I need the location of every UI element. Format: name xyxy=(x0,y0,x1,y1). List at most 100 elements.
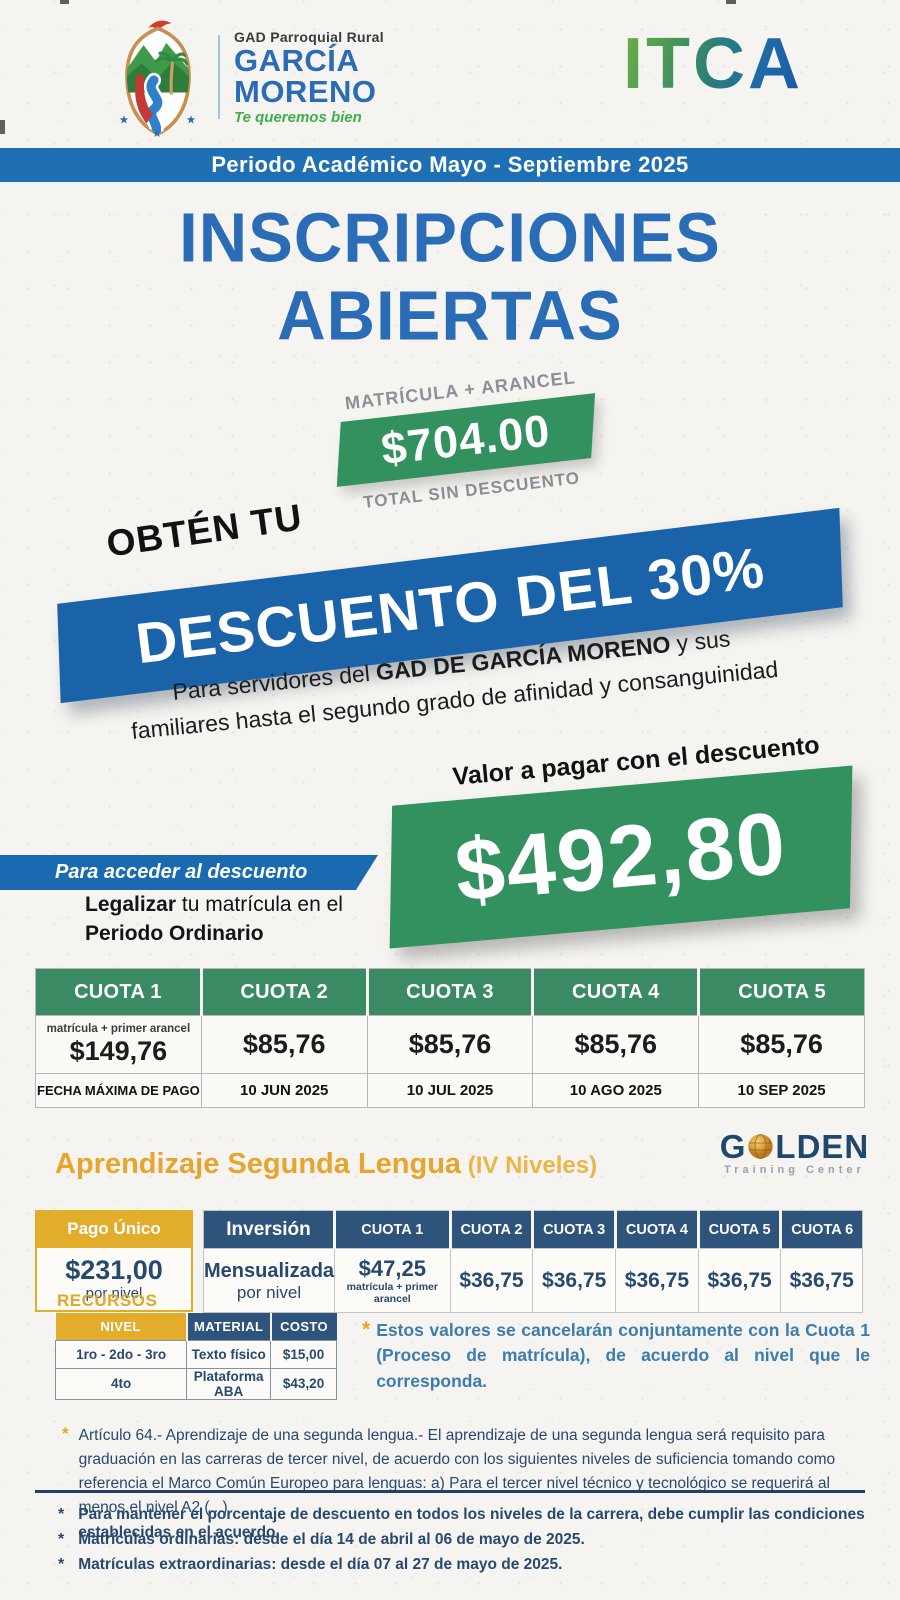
rec-cell: 4to xyxy=(54,1367,188,1400)
asterisk-mark: * xyxy=(58,1506,65,1523)
cuota-value-cell: $85,76 xyxy=(532,1015,700,1074)
due-date-cell: 10 JUL 2025 xyxy=(366,1073,534,1108)
inv-value-cell: $36,75 xyxy=(697,1248,782,1313)
asterisk-mark: * xyxy=(58,1531,65,1548)
resources-title: RECURSOS xyxy=(57,1291,158,1310)
article-footnote: * Artículo 64.- Aprendizaje de una segun… xyxy=(62,1424,872,1520)
inv-header-cell: CUOTA 2 xyxy=(448,1210,533,1249)
gad-name-1: GARCÍA xyxy=(234,42,360,78)
golden-g: G xyxy=(719,1128,747,1165)
footer-divider xyxy=(35,1490,865,1493)
gad-logo-text: GAD Parroquial Rural GARCÍA MORENO Te qu… xyxy=(234,29,384,126)
access-condition-line2: Periodo Ordinario xyxy=(85,922,264,945)
access-condition-line1: Legalizar tu matrícula en el xyxy=(85,893,343,916)
rec-header-cell: COSTO xyxy=(269,1313,337,1340)
footer-note: * Matrículas extraordinarias: desde el d… xyxy=(58,1556,563,1573)
gad-line1: GAD Parroquial Rural xyxy=(234,28,384,45)
resources-header-row: NIVEL MATERIAL COSTO xyxy=(55,1313,337,1340)
title-line-1: INSCRIPCIONES xyxy=(179,198,721,277)
language-installments-table: Inversión CUOTA 1 CUOTA 2 CUOTA 3 CUOTA … xyxy=(202,1210,863,1313)
inv-value-cell: $36,75 xyxy=(449,1248,534,1313)
gad-logo: ★ ★ ★ GAD Parroquial Rural GARCÍA MORENO… xyxy=(112,16,384,138)
second-language-title: Aprendizaje Segunda Lengua (IV Niveles) xyxy=(55,1148,598,1180)
language-header-row: Inversión CUOTA 1 CUOTA 2 CUOTA 3 CUOTA … xyxy=(203,1210,863,1249)
due-date-label: FECHA MÁXIMA DE PAGO xyxy=(35,1073,202,1108)
paper-speck xyxy=(0,120,5,134)
cuota-header-cell: CUOTA 3 xyxy=(365,968,533,1016)
cuota-value-cell: $85,76 xyxy=(698,1015,865,1074)
golden-rest: LDEN xyxy=(775,1128,870,1165)
asterisk-mark: * xyxy=(362,1318,371,1341)
inv-value-cell: $36,75 xyxy=(780,1248,863,1313)
inv-header-cell: CUOTA 5 xyxy=(696,1210,781,1249)
rec-cell: 1ro - 2do - 3ro xyxy=(54,1339,188,1369)
footer-note: * Matrículas ordinarias: desde el día 14… xyxy=(58,1531,585,1548)
itca-logo: ITCA xyxy=(598,28,828,100)
cuota-header-cell: CUOTA 2 xyxy=(199,968,368,1016)
asterisk-mark: * xyxy=(62,1424,69,1443)
due-date-cell: 10 AGO 2025 xyxy=(532,1073,700,1108)
resources-note: * Estos valores se cancelarán conjuntame… xyxy=(362,1318,870,1394)
full-price-amount: $704.00 xyxy=(378,404,554,475)
discounted-price-badge: $492,80 xyxy=(389,765,853,949)
logo-divider xyxy=(218,35,220,119)
inv-header-cell: CUOTA 4 xyxy=(614,1210,699,1249)
golden-subtitle: Training Center xyxy=(724,1164,865,1176)
cuota-value-cell: $85,76 xyxy=(366,1015,534,1074)
due-date-cell: 10 SEP 2025 xyxy=(698,1073,865,1108)
svg-text:★: ★ xyxy=(119,115,129,127)
inv-header-cell: Inversión xyxy=(203,1210,335,1249)
inv-header-cell: CUOTA 3 xyxy=(531,1210,616,1249)
single-payment-header: Pago Único xyxy=(35,1210,193,1248)
period-banner: Periodo Académico Mayo - Septiembre 2025 xyxy=(0,148,900,182)
inv-value-cell: $36,75 xyxy=(615,1248,699,1313)
access-condition-banner: Para acceder al descuento deberás: xyxy=(0,855,378,890)
svg-text:★: ★ xyxy=(152,128,162,138)
gad-name-2: MORENO xyxy=(234,73,377,109)
full-price-group: MATRÍCULA + ARANCEL $704.00 TOTAL SIN DE… xyxy=(332,366,600,515)
due-date-cell: 10 JUN 2025 xyxy=(200,1073,368,1108)
globe-icon xyxy=(748,1134,774,1159)
resources-row: 1ro - 2do - 3ro Texto físico $15,00 xyxy=(54,1339,337,1369)
single-payment-amount: $231,00 xyxy=(65,1255,163,1286)
discount-lead: OBTÉN TU xyxy=(104,496,305,565)
language-values-row: Mensualizada por nivel $47,25 matrícula … xyxy=(202,1248,863,1313)
discounted-price-amount: $492,80 xyxy=(451,792,791,921)
resources-table: NIVEL MATERIAL COSTO 1ro - 2do - 3ro Tex… xyxy=(54,1313,337,1400)
page-title: INSCRIPCIONES ABIERTAS xyxy=(0,199,900,355)
inv-header-cell: CUOTA 6 xyxy=(779,1210,863,1249)
single-payment-box: Pago Único $231,00 por nivel xyxy=(35,1210,193,1312)
cuota-value-cell: $85,76 xyxy=(200,1015,368,1074)
installments-dates-row: FECHA MÁXIMA DE PAGO 10 JUN 2025 10 JUL … xyxy=(35,1073,865,1108)
golden-logo: G LDEN Training Center xyxy=(712,1130,877,1176)
rec-cell: Texto físico xyxy=(186,1339,272,1369)
rec-header-cell: MATERIAL xyxy=(185,1313,271,1340)
rec-header-cell: NIVEL xyxy=(55,1313,187,1340)
single-payment-per: por nivel xyxy=(85,1284,143,1302)
resources-row: 4to Plataforma ABA $43,20 xyxy=(54,1367,337,1400)
inv-value-cell: $36,75 xyxy=(532,1248,617,1313)
cuota1-note: matrícula + primer arancel xyxy=(46,1022,191,1035)
gad-tagline: Te queremos bien xyxy=(234,108,362,126)
cuota1-amount: $149,76 xyxy=(69,1035,168,1066)
svg-text:★: ★ xyxy=(186,115,196,127)
resources-note-text: Estos valores se cancelarán conjuntament… xyxy=(376,1320,870,1391)
inv-value-cell: $47,25 matrícula + primer arancel xyxy=(334,1248,451,1313)
installments-header-row: CUOTA 1 CUOTA 2 CUOTA 3 CUOTA 4 CUOTA 5 xyxy=(35,968,865,1016)
cuota-value-cell: matrícula + primer arancel $149,76 xyxy=(35,1015,202,1074)
paper-speck xyxy=(60,0,69,4)
paper-speck xyxy=(726,0,736,4)
rec-cell: $43,20 xyxy=(270,1367,337,1400)
rec-cell: $15,00 xyxy=(270,1339,337,1369)
cuota-header-cell: CUOTA 4 xyxy=(531,968,699,1016)
footer-note: * Para mantener el porcentaje de descuen… xyxy=(58,1506,865,1541)
article-footnote-text: Artículo 64.- Aprendizaje de una segunda… xyxy=(78,1427,836,1517)
inv-header-cell: CUOTA 1 xyxy=(333,1210,451,1249)
installments-table: CUOTA 1 CUOTA 2 CUOTA 3 CUOTA 4 CUOTA 5 … xyxy=(35,968,865,1108)
asterisk-mark: * xyxy=(58,1556,65,1573)
cuota-header-cell: CUOTA 5 xyxy=(697,968,865,1016)
single-payment-body: $231,00 por nivel xyxy=(35,1248,193,1312)
installments-values-row: matrícula + primer arancel $149,76 $85,7… xyxy=(35,1015,865,1074)
inv-label-cell: Mensualizada por nivel xyxy=(202,1248,336,1313)
